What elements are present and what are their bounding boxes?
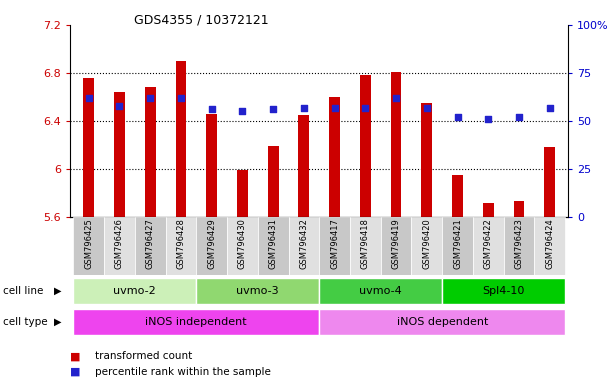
Text: GSM796432: GSM796432 bbox=[299, 218, 309, 269]
Text: GSM796426: GSM796426 bbox=[115, 218, 124, 269]
Bar bbox=[473, 217, 503, 275]
Text: GDS4355 / 10372121: GDS4355 / 10372121 bbox=[134, 13, 269, 26]
Text: uvmo-3: uvmo-3 bbox=[236, 286, 279, 296]
Point bbox=[391, 95, 401, 101]
Text: GSM796429: GSM796429 bbox=[207, 218, 216, 269]
Text: GSM796424: GSM796424 bbox=[545, 218, 554, 269]
Text: cell line: cell line bbox=[3, 286, 43, 296]
Bar bbox=[237, 170, 248, 217]
Point bbox=[84, 95, 93, 101]
Bar bbox=[104, 217, 135, 275]
Text: Spl4-10: Spl4-10 bbox=[483, 286, 525, 296]
Text: GSM796423: GSM796423 bbox=[514, 218, 524, 269]
Bar bbox=[360, 75, 371, 217]
Bar bbox=[442, 278, 565, 304]
Point bbox=[360, 104, 370, 111]
Text: GSM796421: GSM796421 bbox=[453, 218, 462, 269]
Bar bbox=[452, 175, 463, 217]
Point bbox=[453, 114, 463, 120]
Bar bbox=[145, 88, 156, 217]
Bar bbox=[514, 201, 524, 217]
Bar bbox=[483, 203, 494, 217]
Point bbox=[176, 95, 186, 101]
Point bbox=[330, 104, 340, 111]
Bar bbox=[381, 217, 411, 275]
Text: GSM796422: GSM796422 bbox=[484, 218, 493, 269]
Text: GSM796417: GSM796417 bbox=[330, 218, 339, 269]
Text: percentile rank within the sample: percentile rank within the sample bbox=[95, 367, 271, 377]
Text: ▶: ▶ bbox=[54, 317, 61, 327]
Bar bbox=[503, 217, 535, 275]
Bar bbox=[390, 72, 401, 217]
Point bbox=[545, 104, 555, 111]
Point bbox=[422, 104, 432, 111]
Text: GSM796420: GSM796420 bbox=[422, 218, 431, 269]
Point bbox=[207, 106, 216, 113]
Text: transformed count: transformed count bbox=[95, 351, 192, 361]
Point bbox=[238, 108, 247, 114]
Bar bbox=[166, 217, 196, 275]
Bar bbox=[227, 217, 258, 275]
Bar bbox=[320, 309, 565, 334]
Text: iNOS dependent: iNOS dependent bbox=[397, 316, 488, 327]
Point bbox=[299, 104, 309, 111]
Text: GSM796428: GSM796428 bbox=[177, 218, 185, 269]
Text: ■: ■ bbox=[70, 367, 81, 377]
Text: ■: ■ bbox=[70, 351, 81, 361]
Bar bbox=[175, 61, 186, 217]
Point bbox=[268, 106, 278, 113]
Bar bbox=[258, 217, 288, 275]
Bar bbox=[207, 114, 217, 217]
Text: ▶: ▶ bbox=[54, 286, 61, 296]
Bar bbox=[196, 217, 227, 275]
Bar bbox=[544, 147, 555, 217]
Bar bbox=[73, 278, 196, 304]
Point bbox=[483, 116, 493, 122]
Text: GSM796419: GSM796419 bbox=[392, 218, 401, 269]
Bar bbox=[350, 217, 381, 275]
Bar bbox=[299, 115, 309, 217]
Point bbox=[114, 103, 124, 109]
Text: uvmo-4: uvmo-4 bbox=[359, 286, 402, 296]
Bar bbox=[114, 92, 125, 217]
Text: iNOS independent: iNOS independent bbox=[145, 316, 247, 327]
Bar bbox=[320, 278, 442, 304]
Bar bbox=[288, 217, 320, 275]
Text: uvmo-2: uvmo-2 bbox=[114, 286, 156, 296]
Text: cell type: cell type bbox=[3, 317, 48, 327]
Point bbox=[514, 114, 524, 120]
Bar bbox=[329, 97, 340, 217]
Bar bbox=[196, 278, 320, 304]
Bar bbox=[268, 146, 279, 217]
Bar bbox=[422, 103, 432, 217]
Text: GSM796431: GSM796431 bbox=[269, 218, 277, 269]
Bar bbox=[73, 309, 320, 334]
Bar bbox=[83, 78, 94, 217]
Text: GSM796418: GSM796418 bbox=[361, 218, 370, 269]
Bar bbox=[411, 217, 442, 275]
Bar bbox=[73, 217, 104, 275]
Bar bbox=[535, 217, 565, 275]
Bar bbox=[442, 217, 473, 275]
Bar bbox=[135, 217, 166, 275]
Bar bbox=[320, 217, 350, 275]
Text: GSM796425: GSM796425 bbox=[84, 218, 93, 269]
Text: GSM796427: GSM796427 bbox=[145, 218, 155, 269]
Text: GSM796430: GSM796430 bbox=[238, 218, 247, 269]
Point bbox=[145, 95, 155, 101]
